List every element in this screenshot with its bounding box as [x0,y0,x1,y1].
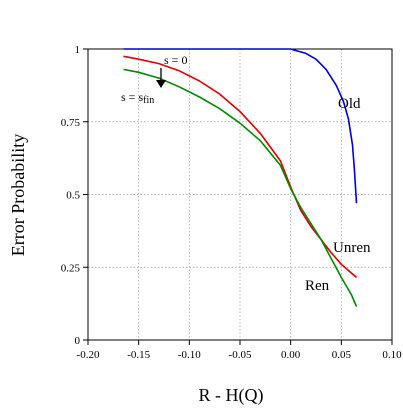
y-tick-label: 0.75 [61,117,81,129]
series-label-unren: Unren [333,240,371,256]
y-tick-labels: 0 0.25 0.5 0.75 1 [61,44,81,347]
annotation-arrow-head-icon [156,80,166,88]
x-tick-label: -0.20 [77,349,100,361]
x-tick-label: -0.15 [127,349,150,361]
x-tick-label: 0.05 [332,349,352,361]
y-tick-label: 0.25 [61,262,81,274]
series-line-ren [123,68,358,307]
x-axis-title: R - H(Q) [199,385,264,406]
series-label-ren: Ren [305,278,330,294]
annotation-s-zero: s = 0 [164,53,187,67]
annotation-s-fin-sub: fin [143,95,154,106]
grid [88,49,392,340]
y-tick-label: 0 [75,335,81,347]
ticks [83,48,393,345]
y-tick-label: 0.5 [66,190,80,202]
series-label-old: Old [338,96,361,112]
annotation-s-fin: s = sfin [121,90,154,106]
y-tick-label: 1 [75,44,81,56]
x-tick-label: -0.10 [178,349,201,361]
series-lines [123,48,358,307]
y-axis-title: Error Probability [8,134,28,256]
series-line-old [123,48,358,204]
annotation-s-fin-main: s = s [121,90,143,104]
x-tick-label: 0.00 [281,349,301,361]
x-tick-labels: -0.20 -0.15 -0.10 -0.05 0.00 0.05 0.10 [77,349,403,361]
x-tick-label: -0.05 [229,349,252,361]
x-tick-label: 0.10 [382,349,402,361]
series-line-unren [123,55,358,279]
